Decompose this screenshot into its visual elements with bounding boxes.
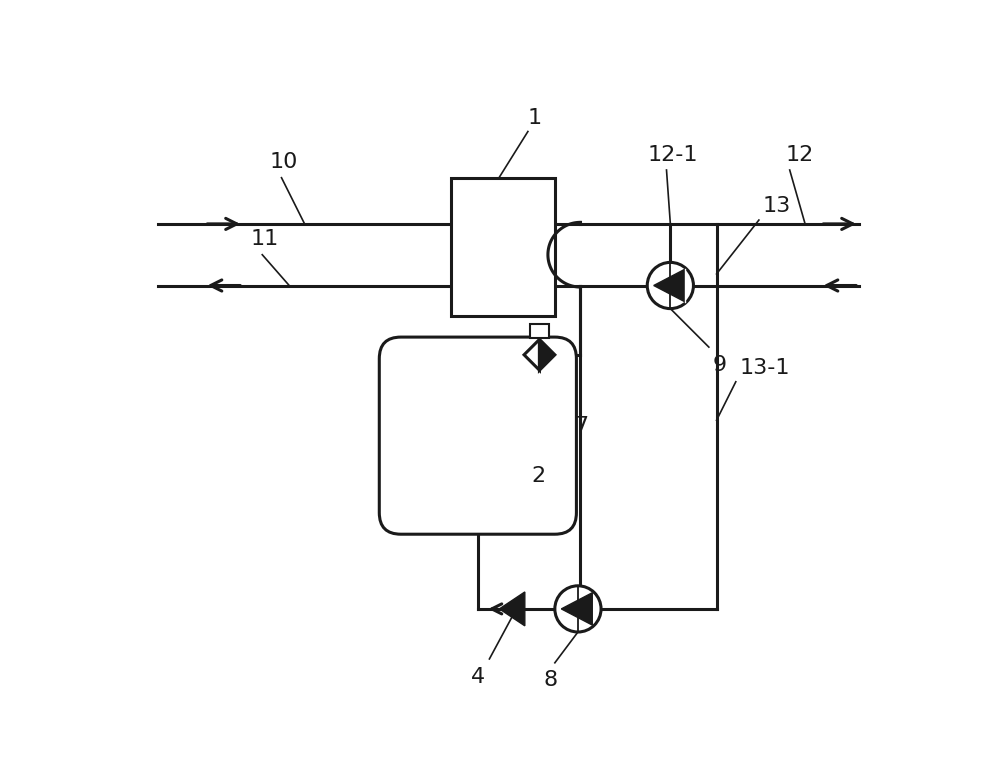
Bar xyxy=(451,177,555,316)
Text: 13: 13 xyxy=(763,196,791,216)
Text: 11: 11 xyxy=(251,229,279,250)
FancyBboxPatch shape xyxy=(379,337,576,534)
Polygon shape xyxy=(539,339,555,370)
Text: 8: 8 xyxy=(544,670,558,691)
Circle shape xyxy=(555,586,601,632)
Text: 7: 7 xyxy=(574,416,588,436)
Text: 4: 4 xyxy=(471,666,485,687)
Text: 9: 9 xyxy=(713,355,727,375)
Text: 12-1: 12-1 xyxy=(647,145,698,164)
Polygon shape xyxy=(561,593,592,625)
Polygon shape xyxy=(524,339,539,370)
Text: 1: 1 xyxy=(528,108,542,128)
Text: 10: 10 xyxy=(270,153,298,172)
Polygon shape xyxy=(499,592,525,626)
Bar xyxy=(530,324,549,338)
Text: 13-1: 13-1 xyxy=(740,358,790,378)
Text: 12: 12 xyxy=(786,145,814,164)
Text: 2: 2 xyxy=(532,467,546,487)
Polygon shape xyxy=(654,270,685,301)
Circle shape xyxy=(647,263,693,308)
